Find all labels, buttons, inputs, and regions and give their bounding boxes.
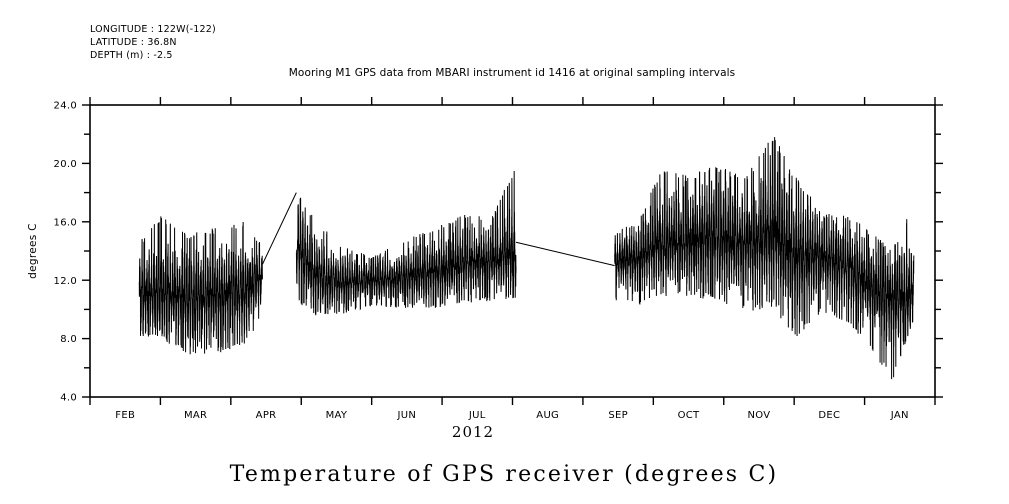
- y-tick-label: 24.0: [54, 101, 77, 112]
- y-axis-ticks: [82, 104, 943, 398]
- x-tick-label: MAY: [326, 410, 348, 421]
- latitude-label: LATITUDE : 36.8N: [90, 37, 177, 48]
- x-tick-label: FEB: [115, 410, 135, 421]
- data-trace: [138, 216, 263, 355]
- x-tick-label: NOV: [747, 410, 770, 421]
- data-trace: [295, 170, 517, 316]
- y-axis-title: degrees C: [27, 223, 39, 279]
- x-tick-label: JUL: [468, 410, 486, 421]
- x-tick-label: MAR: [184, 410, 207, 421]
- y-tick-label: 12.0: [54, 276, 77, 287]
- x-tick-label: JUN: [397, 410, 417, 421]
- x-tick-label: OCT: [678, 410, 700, 421]
- x-axis-tick-labels: FEB MAR APR MAY JUN JUL AUG SEP OCT NOV DEC JAN: [115, 410, 909, 421]
- x-tick-label: DEC: [818, 410, 840, 421]
- data-series-group: [138, 137, 915, 380]
- y-tick-label: 20.0: [54, 159, 77, 170]
- x-axis-ticks: [89, 97, 936, 405]
- longitude-label: LONGITUDE : 122W(-122): [90, 24, 216, 35]
- y-tick-label: 4.0: [60, 393, 77, 404]
- x-axis-title: 2012: [452, 423, 494, 441]
- x-tick-label: JAN: [890, 410, 909, 421]
- gap-interpolation-line: [262, 192, 297, 265]
- chart-subtitle: Mooring M1 GPS data from MBARI instrumen…: [289, 67, 735, 79]
- y-tick-label: 16.0: [54, 217, 77, 228]
- y-axis-tick-labels: 24.0 20.0 16.0 12.0 8.0 4.0: [54, 101, 77, 404]
- gap-interpolation-line: [515, 241, 615, 267]
- figure-caption: Temperature of GPS receiver (degrees C): [230, 462, 779, 487]
- x-tick-label: AUG: [536, 410, 559, 421]
- x-tick-label: SEP: [608, 410, 628, 421]
- metadata-header: LONGITUDE : 122W(-122) LATITUDE : 36.8N …: [90, 24, 216, 61]
- depth-label: DEPTH (m) : -2.5: [90, 50, 173, 61]
- data-trace: [614, 137, 915, 380]
- x-tick-label: APR: [256, 410, 277, 421]
- y-tick-label: 8.0: [60, 334, 77, 345]
